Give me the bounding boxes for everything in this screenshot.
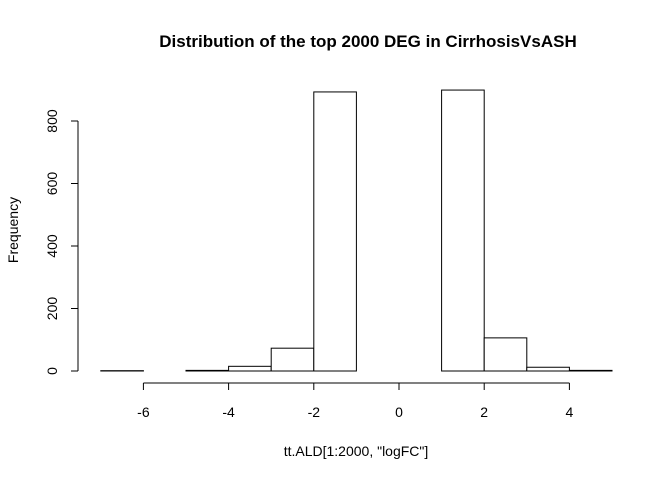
- x-tick-label: -4: [222, 404, 235, 420]
- y-tick-label: 200: [44, 297, 60, 321]
- histogram-bar-9: [484, 338, 527, 371]
- histogram-bar-3: [229, 366, 272, 371]
- y-tick-label: 600: [44, 172, 60, 196]
- x-axis: -6 -4 -2 0 2 4: [137, 383, 573, 420]
- y-tick-label: 400: [44, 234, 60, 258]
- histogram-bar-8: [442, 90, 485, 371]
- x-tick-label: -6: [137, 404, 150, 420]
- y-axis: 0 200 400 600 800: [44, 109, 78, 375]
- x-axis-label: tt.ALD[1:2000, "logFC"]: [284, 443, 429, 459]
- histogram-bars: [101, 90, 612, 371]
- histogram-bar-5: [314, 92, 357, 371]
- histogram-bar-2: [186, 370, 229, 371]
- histogram-bar-4: [271, 348, 314, 371]
- x-tick-label: -2: [308, 404, 321, 420]
- y-axis-label: Frequency: [5, 197, 21, 263]
- y-tick-label: 800: [44, 109, 60, 133]
- histogram-bar-11: [569, 370, 612, 371]
- histogram-bar-10: [527, 367, 570, 371]
- x-tick-label: 2: [480, 404, 488, 420]
- x-tick-label: 0: [395, 404, 403, 420]
- chart-title: Distribution of the top 2000 DEG in Cirr…: [159, 32, 577, 51]
- x-tick-label: 4: [566, 404, 574, 420]
- y-tick-label: 0: [44, 367, 60, 375]
